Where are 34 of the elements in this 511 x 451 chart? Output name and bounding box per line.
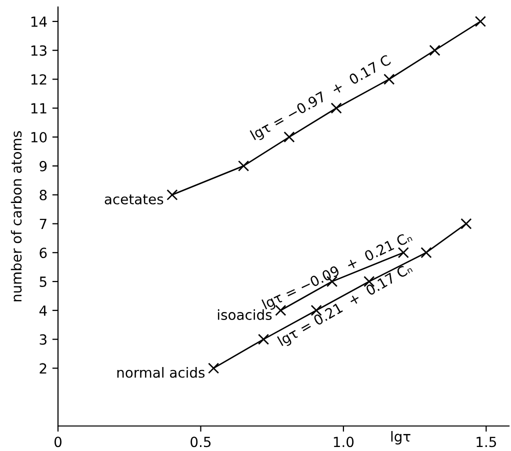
point [398, 247, 409, 258]
x-tick-label: 1.5 [476, 436, 496, 448]
y-tick-label: 9 [40, 160, 47, 172]
point [208, 362, 220, 374]
point [258, 334, 270, 345]
y-tick-label: 6 [40, 248, 47, 258]
y-tick-label: 3 [40, 334, 46, 345]
series-label: isoacids [218, 309, 272, 320]
x-axis-title: lgτ [391, 431, 410, 444]
point [429, 44, 440, 56]
point [420, 247, 432, 258]
y-tick-label: 11 [31, 103, 46, 114]
point [384, 74, 395, 85]
series-label: acetates [104, 194, 164, 204]
y-axis-title: number of carbon atoms [10, 131, 22, 302]
y-tick-label: 4 [39, 306, 47, 316]
point [330, 102, 342, 114]
y-tick-label: 5 [40, 276, 46, 287]
point [474, 16, 486, 28]
y-tick-label: 14 [31, 16, 47, 27]
x-tick-label: 0 [54, 436, 62, 448]
point [238, 160, 250, 172]
y-tick-label: 8 [40, 190, 47, 200]
point [460, 218, 472, 230]
y-tick-label: 13 [31, 45, 46, 56]
series-label: normal acids [117, 367, 205, 378]
point [284, 131, 295, 143]
x-tick-label: 1.0 [334, 436, 354, 448]
y-tick-label: 12 [31, 74, 46, 85]
x-tick-label: 0.5 [190, 436, 211, 448]
y-tick-label: 7 [40, 218, 46, 229]
point [166, 189, 178, 200]
y-tick-label: 2 [40, 363, 46, 374]
y-tick-label: 10 [31, 132, 47, 143]
